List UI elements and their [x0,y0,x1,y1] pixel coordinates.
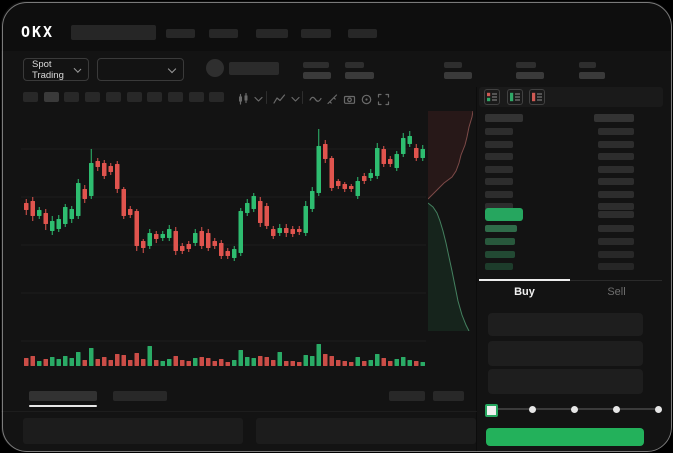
wave-icon[interactable] [309,93,322,106]
orderbook-header-amount-skeleton [594,114,634,122]
ticker-stat-label-skeleton [444,62,462,68]
candles-icon[interactable] [237,92,250,106]
orderbook-bid-price-skeleton [485,251,515,258]
ticker-stat-value-skeleton [345,72,374,79]
orderbook-ask-price-skeleton [485,178,513,185]
trade-tab-divider [479,280,662,281]
toolbar-divider [266,91,267,104]
buy-tab-indicator [479,278,570,281]
ticker-stat-value-skeleton [579,72,605,79]
orderbook-bid-amount-skeleton [598,251,634,258]
market-type-label: Spot Trading [32,58,64,81]
bottom-row-skeleton [23,418,243,444]
bottom-row-skeleton [256,418,476,444]
chevron-down-icon[interactable] [289,93,302,106]
depth-chart [428,111,473,331]
order-form-input-skeleton[interactable] [488,369,643,394]
ticker-stat-label-skeleton [579,62,596,68]
pair-selector-dropdown[interactable] [97,58,184,81]
ticker-stat-value-skeleton [444,72,472,79]
timeframe-button-skeleton[interactable] [209,92,225,102]
amount-slider-handle[interactable] [484,403,498,417]
toolbar-divider [302,91,303,104]
orderbook-ask-price-skeleton [485,128,513,135]
chevron-down-icon[interactable] [252,93,265,106]
amount-slider-stop[interactable] [654,405,662,413]
camera-icon[interactable] [343,93,356,106]
nav-menu-item-skeleton[interactable] [209,29,238,38]
orderbook-bid-price-skeleton [485,263,513,270]
tab-sell[interactable]: Sell [607,286,626,298]
nav-menu-item-skeleton[interactable] [348,29,377,38]
book-bids-view-icon[interactable] [506,89,523,105]
timeframe-button-skeleton[interactable] [188,92,204,102]
orderbook-bid-price-skeleton [485,225,517,232]
timeframe-button-skeleton[interactable] [64,92,80,102]
orderbook-ask-price-skeleton [485,141,513,148]
timeframe-button-skeleton[interactable] [43,92,59,102]
fullscreen-icon[interactable] [377,93,390,106]
pair-name-skeleton [229,62,279,75]
tab-buy[interactable]: Buy [514,286,535,298]
orderbook-ask-price-skeleton [485,203,513,210]
amount-slider-stop[interactable] [570,405,578,413]
book-split-view-icon[interactable] [484,89,500,105]
nav-menu-item-skeleton[interactable] [166,29,195,38]
market-type-dropdown[interactable]: Spot Trading [23,58,89,81]
orderbook-ask-amount-skeleton [598,203,634,210]
bottom-tab-skeleton[interactable] [113,391,167,401]
ticker-stat-value-skeleton [516,72,544,79]
timeframe-button-skeleton[interactable] [85,92,101,102]
orderbook-ask-amount-skeleton [598,141,634,148]
book-asks-view-icon[interactable] [529,89,545,105]
ticker-stat-label-skeleton [345,62,364,68]
order-form-input-skeleton[interactable] [488,313,643,336]
orderbook-ask-amount-skeleton [598,211,634,218]
buy-submit-button[interactable] [486,428,644,446]
ticker-stat-label-skeleton [516,62,536,68]
measure-icon[interactable] [326,93,339,106]
orderbook-bid-price-skeleton [485,238,515,245]
orderbook-ask-amount-skeleton [598,191,634,198]
amount-slider-stop[interactable] [528,405,536,413]
order-form-input-skeleton[interactable] [488,341,643,366]
orderbook-bid-amount-skeleton [598,263,634,270]
orderbook-ask-price-skeleton [485,153,513,160]
bottom-link-skeleton[interactable] [433,391,464,401]
amount-slider-stop[interactable] [612,405,620,413]
candlestick-chart[interactable] [21,111,426,369]
ticker-stat-value-skeleton [303,72,331,79]
timeframe-button-skeleton[interactable] [23,92,38,102]
bottom-tab-skeleton[interactable] [29,391,97,401]
orderbook-bid-amount-skeleton [598,225,634,232]
orderbook-ask-amount-skeleton [598,166,634,173]
timeframe-button-skeleton[interactable] [147,92,163,102]
orderbook-ask-amount-skeleton [598,128,634,135]
nav-menu-item-skeleton[interactable] [301,29,331,38]
chevron-down-icon [167,64,177,73]
pair-avatar [206,59,224,77]
bottom-link-skeleton[interactable] [389,391,425,401]
nav-menu-item-skeleton[interactable] [256,29,288,38]
orderbook-last-price-bar [485,208,523,221]
orderbook-ask-price-skeleton [485,166,513,173]
orderbook-bid-amount-skeleton [598,238,634,245]
timeframe-button-skeleton[interactable] [126,92,142,102]
orderbook-ask-amount-skeleton [598,178,634,185]
bottom-tab-active-underline [29,405,97,407]
nav-search-skeleton[interactable] [71,25,156,40]
indicator-icon[interactable] [273,93,286,106]
orderbook-ask-amount-skeleton [598,153,634,160]
orderbook-toolbar [479,87,663,107]
timeframe-button-skeleton[interactable] [167,92,183,102]
okx-logo[interactable]: OKX [21,23,55,41]
orderbook-ask-price-skeleton [485,191,513,198]
timeframe-button-skeleton[interactable] [105,92,121,102]
panel-divider [476,87,477,452]
settings-icon[interactable] [360,93,373,106]
orderbook-header-price-skeleton [485,114,523,122]
ticker-stat-label-skeleton [303,62,329,68]
bottom-divider [1,411,477,412]
